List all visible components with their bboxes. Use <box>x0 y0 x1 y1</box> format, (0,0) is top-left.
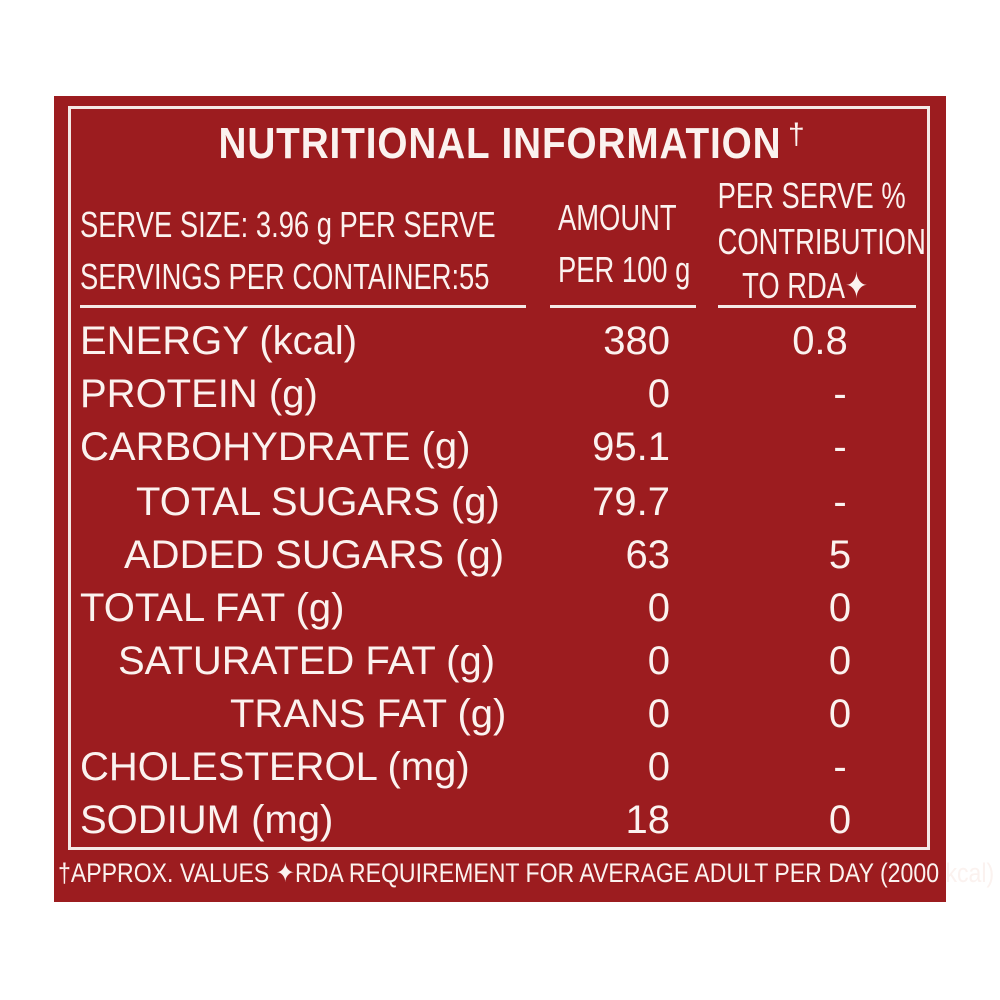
col-rda-line3: TO RDA✦ <box>742 265 868 306</box>
row-label-trans-fat: TRANS FAT (g) <box>230 692 507 736</box>
header-divider-label <box>80 305 526 308</box>
row-label-total-fat: TOTAL FAT (g) <box>80 586 345 630</box>
row-amount-protein: 0 <box>647 372 670 416</box>
row-amount-carbohydrate: 95.1 <box>592 425 670 469</box>
row-rda-added-sugars: 5 <box>828 533 852 577</box>
row-label-sodium: SODIUM (mg) <box>80 798 334 842</box>
row-amount-cholesterol: 0 <box>647 745 670 789</box>
row-amount-energy: 380 <box>603 319 670 363</box>
row-amount-added-sugars: 63 <box>625 533 671 577</box>
nutrition-frame <box>68 106 930 850</box>
header-divider-rda <box>718 305 916 308</box>
row-rda-cholesterol: - <box>833 745 847 789</box>
row-label-saturated-fat: SATURATED FAT (g) <box>118 639 496 683</box>
row-rda-carbohydrate: - <box>833 425 847 469</box>
row-amount-sodium: 18 <box>625 798 671 842</box>
row-label-cholesterol: CHOLESTEROL (mg) <box>80 745 470 789</box>
row-rda-total-sugars: - <box>833 480 847 524</box>
footnote: †APPROX. VALUES ✦RDA REQUIREMENT FOR AVE… <box>58 858 995 888</box>
serve-size: SERVE SIZE: 3.96 g PER SERVE <box>80 204 496 245</box>
nutrition-panel <box>54 96 946 902</box>
panel-title: NUTRITIONAL INFORMATION <box>218 119 782 168</box>
row-label-total-sugars: TOTAL SUGARS (g) <box>136 480 500 524</box>
row-label-added-sugars: ADDED SUGARS (g) <box>124 533 505 577</box>
row-rda-energy: 0.8 <box>792 319 848 363</box>
row-rda-protein: - <box>833 372 847 416</box>
header-divider-amount <box>550 305 696 308</box>
row-rda-saturated-fat: 0 <box>828 639 852 683</box>
col-amount-line2: PER 100 g <box>558 249 691 290</box>
row-rda-total-fat: 0 <box>828 586 852 630</box>
row-amount-total-fat: 0 <box>647 586 670 630</box>
col-amount-line1: AMOUNT <box>558 197 677 238</box>
row-amount-saturated-fat: 0 <box>647 639 670 683</box>
row-rda-sodium: 0 <box>828 798 852 842</box>
row-rda-trans-fat: 0 <box>828 692 852 736</box>
row-amount-trans-fat: 0 <box>647 692 670 736</box>
row-amount-total-sugars: 79.7 <box>592 480 670 524</box>
row-label-carbohydrate: CARBOHYDRATE (g) <box>80 425 471 469</box>
row-label-energy: ENERGY (kcal) <box>80 319 358 363</box>
col-rda-line2: CONTRIBUTION <box>717 221 926 262</box>
servings-per-container: SERVINGS PER CONTAINER:55 <box>80 256 490 297</box>
col-rda-line1: PER SERVE % <box>717 175 906 216</box>
row-label-protein: PROTEIN (g) <box>80 372 318 416</box>
approx-marker: † <box>788 118 805 151</box>
